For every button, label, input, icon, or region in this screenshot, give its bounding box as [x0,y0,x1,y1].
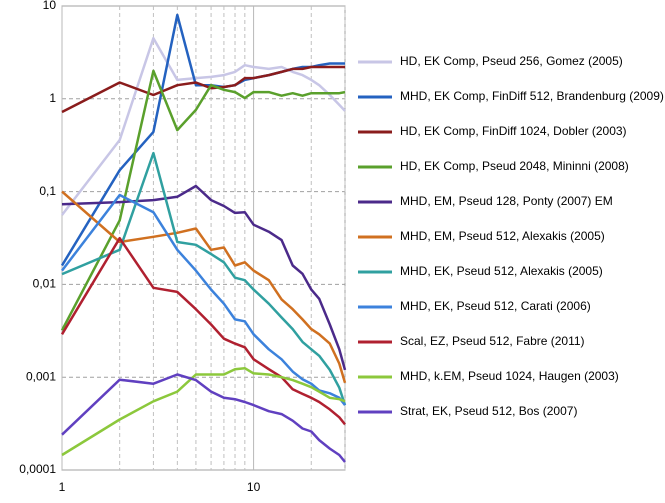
series-line [61,373,346,463]
series-line [60,236,346,426]
y-tick-label: 0,01 [33,277,57,291]
legend-label: Strat, EK, Pseud 512, Bos (2007) [400,404,577,418]
legend-label: HD, EK Comp, Pseud 256, Gomez (2005) [400,54,623,68]
x-tick-label: 10 [247,480,261,494]
legend-label: MHD, EM, Pseud 128, Ponty (2007) EM [400,194,613,208]
series-line [61,151,347,406]
legend-label: HD, EK Comp, FinDiff 1024, Dobler (2003) [400,124,627,138]
legend-label: MHD, k.EM, Pseud 1024, Haugen (2003) [400,369,619,383]
legend-label: HD, EK Comp, Pseud 2048, Mininni (2008) [400,159,629,173]
y-tick-label: 1 [49,91,56,105]
y-tick-label: 10 [43,0,57,12]
legend-label: MHD, EM, Pseud 512, Alexakis (2005) [400,229,605,243]
series-line [61,366,346,457]
x-tick-label: 1 [59,480,66,494]
series-line [60,69,346,331]
series-line [61,65,345,114]
y-tick-label: 0,0001 [19,462,56,476]
legend-label: MHD, EK Comp, FinDiff 512, Brandenburg (… [400,89,664,103]
legend-label: Scal, EZ, Pseud 512, Fabre (2011) [400,334,585,348]
series-line [61,36,346,216]
legend-label: MHD, EK, Pseud 512, Carati (2006) [400,299,591,313]
y-tick-label: 0,001 [26,369,56,383]
legend-label: MHD, EK, Pseud 512, Alexakis (2005) [400,264,603,278]
y-tick-label: 0,1 [39,184,56,198]
series-line [61,190,347,384]
series-line [61,184,347,371]
